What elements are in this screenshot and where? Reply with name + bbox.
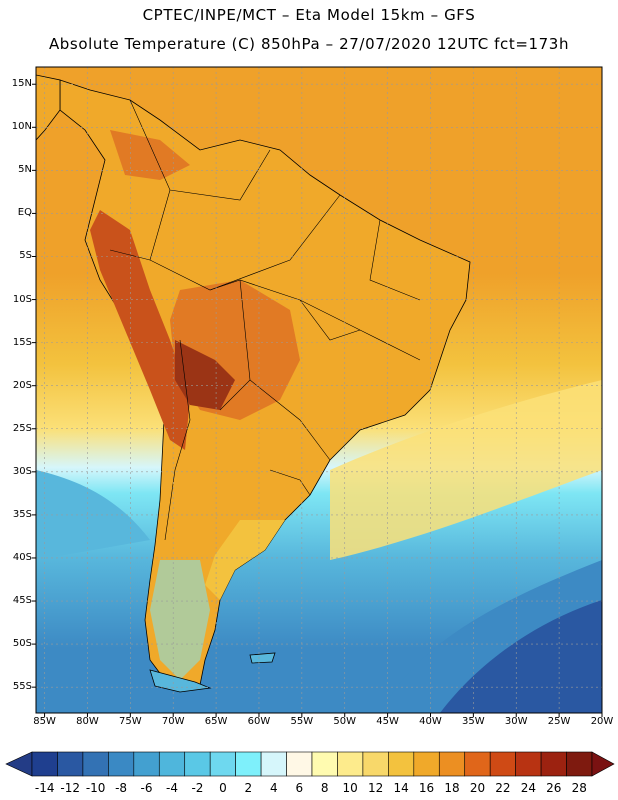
colorbar-label: 4	[269, 781, 278, 795]
colorbar-label: 18	[444, 781, 460, 795]
colorbar-cell	[337, 751, 364, 777]
colorbar-cell	[388, 751, 415, 777]
lat-label: 15N	[11, 78, 32, 90]
colorbar	[5, 751, 615, 777]
colorbar-cell	[362, 751, 389, 777]
colorbar-cell	[489, 751, 516, 777]
lon-label: 40W	[419, 716, 442, 727]
map-frame	[35, 66, 603, 714]
lat-label: 10N	[11, 121, 32, 133]
lon-label: 35W	[462, 716, 485, 727]
colorbar-cell	[133, 751, 160, 777]
colorbar-label: -8	[115, 781, 128, 795]
colorbar-label: -2	[191, 781, 204, 795]
axis-ticks	[32, 83, 603, 717]
lon-label: 70W	[161, 716, 185, 727]
colorbar-label: -6	[140, 781, 153, 795]
colorbar-label: 26	[546, 781, 562, 795]
colorbar-cell	[438, 751, 466, 777]
country-borders	[109, 99, 421, 541]
colorbar-label: 14	[393, 781, 409, 795]
lon-label: 75W	[119, 716, 142, 727]
colorbar-label: 10	[342, 781, 358, 795]
lat-label: 35S	[12, 508, 32, 520]
lat-label: 5S	[19, 250, 32, 262]
colorbar-label: 8	[320, 781, 329, 795]
falkland-islands	[249, 652, 276, 664]
lat-label: 30S	[12, 465, 32, 477]
colorbar-cell	[158, 751, 186, 777]
lon-label: 30W	[504, 716, 528, 727]
colorbar-cell	[57, 751, 84, 777]
lon-label: 60W	[247, 716, 271, 727]
colorbar-cell	[260, 751, 287, 777]
colorbar-label: -4	[166, 781, 178, 795]
lat-label: 55S	[12, 681, 32, 693]
colorbar-label: 12	[367, 781, 384, 795]
colorbar-label: 20	[469, 781, 486, 795]
colorbar-cell	[311, 751, 338, 777]
map-title-line-2: Absolute Temperature (C) 850hPa – 27/07/…	[48, 35, 570, 53]
colorbar-cell	[82, 751, 109, 777]
andes-hot-zone	[90, 210, 190, 450]
colorbar-cell	[184, 751, 211, 777]
colorbar-under-arrow	[5, 751, 33, 777]
colorbar-cell	[108, 751, 135, 777]
colorbar-label: -14	[34, 781, 55, 795]
tierra-del-fuego	[149, 669, 212, 693]
colorbar-cell	[566, 751, 593, 777]
map-title-line-1: CPTEC/INPE/MCT – Eta Model 15km – GFS	[142, 6, 476, 24]
lon-label: 25W	[547, 716, 571, 727]
lon-label: 85W	[33, 716, 56, 727]
patagonia-cool-zone	[150, 560, 210, 680]
colorbar-cell	[31, 751, 58, 777]
central-america-landmass	[36, 74, 61, 141]
colorbar-cell	[286, 751, 313, 777]
colorbar-label: -10	[85, 781, 106, 795]
colorbar-label: 22	[495, 781, 511, 795]
colorbar-cell	[413, 751, 440, 777]
colorbar-cell	[540, 751, 567, 777]
lat-label: 5N	[18, 164, 32, 176]
colorbar-label: -12	[60, 781, 80, 795]
venezuela-hot-zone	[110, 130, 190, 180]
colorbar-label: 16	[418, 781, 435, 795]
colorbar-label: 2	[244, 781, 253, 795]
colorbar-cell	[464, 751, 491, 777]
colorbar-cell	[235, 751, 262, 777]
lat-label: 45S	[12, 595, 32, 607]
colorbar-label: 0	[219, 781, 227, 795]
lat-label: 20S	[12, 379, 32, 391]
colorbar-cell	[515, 751, 542, 777]
lon-label: 20W	[590, 716, 614, 727]
lon-label: 65W	[204, 716, 228, 727]
atlantic-coldest-field	[440, 600, 602, 713]
lat-label: 50S	[12, 638, 32, 650]
lat-lon-grid	[36, 67, 602, 713]
chaco-hottest-zone	[175, 340, 235, 410]
colorbar-label: 28	[571, 781, 587, 795]
colorbar-over-arrow	[591, 751, 615, 777]
lon-label: 50W	[333, 716, 357, 727]
colorbar-label: 6	[295, 781, 304, 795]
lon-label: 55W	[290, 716, 314, 727]
lat-label: EQ	[17, 207, 32, 219]
lat-label: 40S	[12, 551, 32, 563]
lon-label: 80W	[76, 716, 99, 727]
colorbar-label: 24	[520, 781, 536, 795]
lat-label: 15S	[12, 336, 32, 348]
lat-label: 10S	[12, 293, 32, 305]
lat-label: 25S	[12, 422, 32, 434]
patagonia-warm-zone	[205, 520, 285, 600]
lon-label: 45W	[376, 716, 399, 727]
colorbar-cell	[209, 751, 236, 777]
